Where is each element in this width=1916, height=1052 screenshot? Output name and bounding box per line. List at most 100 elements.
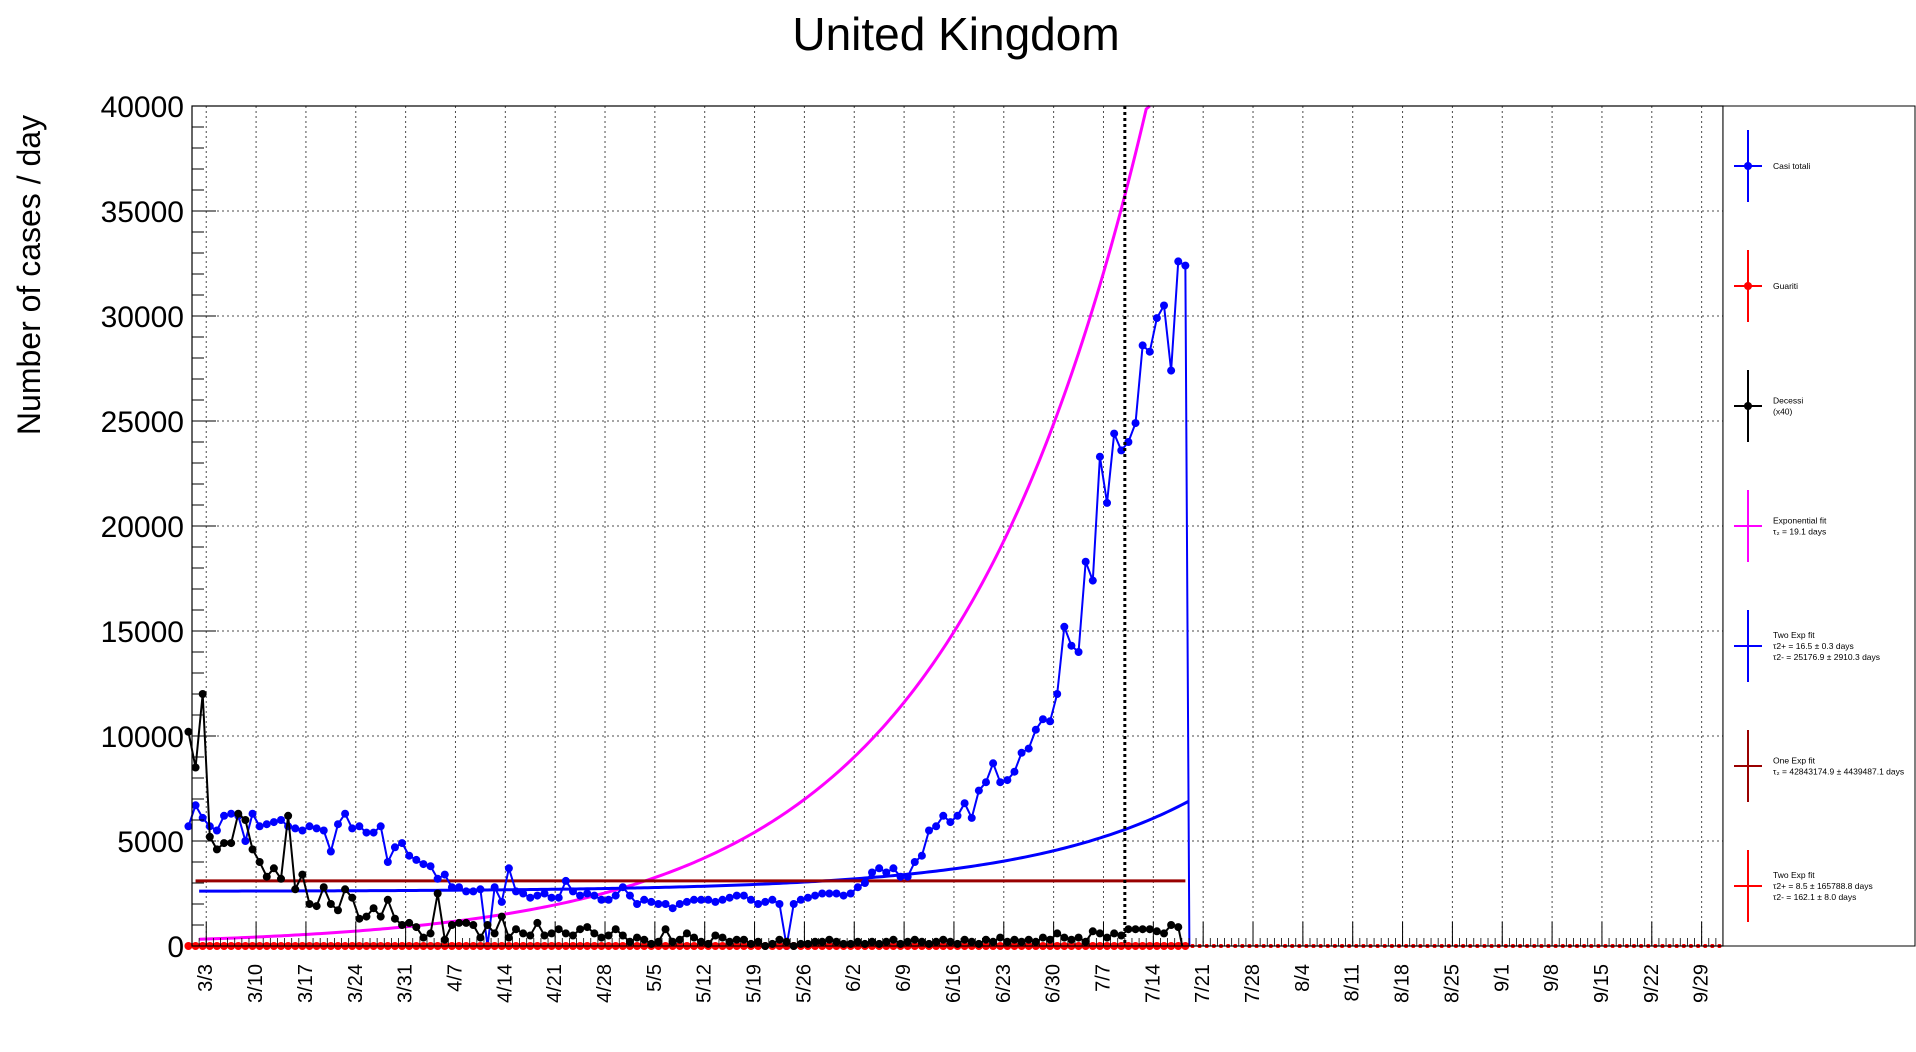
series-point [996,778,1005,787]
x-tick-label: 5/26 [793,964,815,1003]
series-point [960,799,969,808]
series-point [433,874,442,883]
series-point [1110,929,1119,938]
x-tick-label: 8/4 [1292,964,1314,992]
series-point [960,935,969,944]
series-point [711,931,720,940]
series-point [939,811,948,820]
x-tick-label: 6/23 [993,964,1015,1003]
series-point [604,895,613,904]
series-point [227,839,236,848]
series-point [1152,927,1161,936]
series-point [490,883,499,892]
series-point [910,935,919,944]
series-point [319,883,328,892]
series-point [1088,576,1097,585]
series-point [241,837,250,845]
series-point [825,889,834,898]
series-point [775,935,784,944]
series-point [725,937,734,946]
series-point [1138,341,1147,350]
series-point [447,921,456,929]
series-point [946,818,955,827]
series-point [889,864,898,873]
legend-entry-text: Two Exp fit [1773,870,1815,880]
series-point [803,893,812,902]
series-point [818,937,827,946]
series-point [576,891,585,900]
series-point [633,933,642,942]
series-point [333,820,342,829]
series-point [1131,419,1140,428]
legend-marker [1744,282,1752,290]
series-point [868,937,877,946]
series-point [882,937,891,946]
series-point [490,929,499,938]
x-tick-label: 3/17 [295,964,317,1003]
series-point [746,895,755,904]
legend-entry-text: τ2+ = 8.5 ± 165788.8 days [1773,881,1873,891]
series-point [561,876,570,885]
series-point [661,925,670,934]
series-point [768,939,777,948]
legend-entry-text: Decessi [1773,396,1803,406]
series-point [597,933,606,942]
series-point [561,929,570,938]
series-point [512,887,521,896]
series-point [1167,366,1176,375]
series-point [953,811,962,820]
series-point [455,883,464,892]
series-point [981,935,990,944]
series-point [1160,301,1169,310]
legend-entry-text: Casi totali [1773,161,1810,171]
x-tick-label: 5/12 [694,964,716,1003]
y-tick-label: 20000 [101,511,184,544]
series-point [568,887,577,896]
series-point [326,900,335,908]
series-point [868,868,877,877]
series-point [519,929,528,938]
series-point [661,900,670,908]
y-tick-label: 5000 [117,826,184,859]
x-tick-label: 4/14 [494,964,516,1003]
series-point [754,937,763,946]
series-point [1017,748,1026,757]
series-point [462,887,471,896]
series-point [875,939,884,948]
series-point [739,891,748,900]
y-tick-label: 30000 [101,301,184,334]
series-point [675,900,684,908]
series-point [390,914,399,923]
series-point [305,822,314,831]
series-point [248,845,257,854]
legend-entry-text: Guariti [1773,281,1798,291]
series-point [1003,776,1012,785]
x-tick-label: 8/25 [1441,964,1463,1003]
y-tick-label: 40000 [101,91,184,124]
series-point [917,851,926,860]
series-point [298,870,307,879]
series-point [1103,498,1112,507]
series-point [853,937,862,946]
series-point [476,885,485,894]
series-point [583,923,592,932]
series-point [1124,438,1133,446]
series-point [469,887,478,896]
series-point [504,864,513,873]
series-point [220,811,229,820]
series-point [1003,937,1012,946]
series-point [761,897,770,906]
series-point [1024,935,1033,944]
series-point [1038,715,1047,724]
legend: Casi totali Guariti Decessi(x40) Exponentia… [1722,105,1916,947]
series-point [1174,923,1183,932]
legend-entry-text: τ2- = 25176.9 ± 2910.3 days [1773,652,1880,662]
y-tick-label: 25000 [101,406,184,439]
series-point [718,895,727,904]
series-point [1145,925,1154,934]
series-point [319,826,328,835]
series-point [668,937,677,946]
legend-entry-text: τ2+ = 16.5 ± 0.3 days [1773,641,1854,651]
x-tick-label: 6/16 [943,964,965,1003]
x-tick-label: 7/21 [1192,964,1214,1003]
